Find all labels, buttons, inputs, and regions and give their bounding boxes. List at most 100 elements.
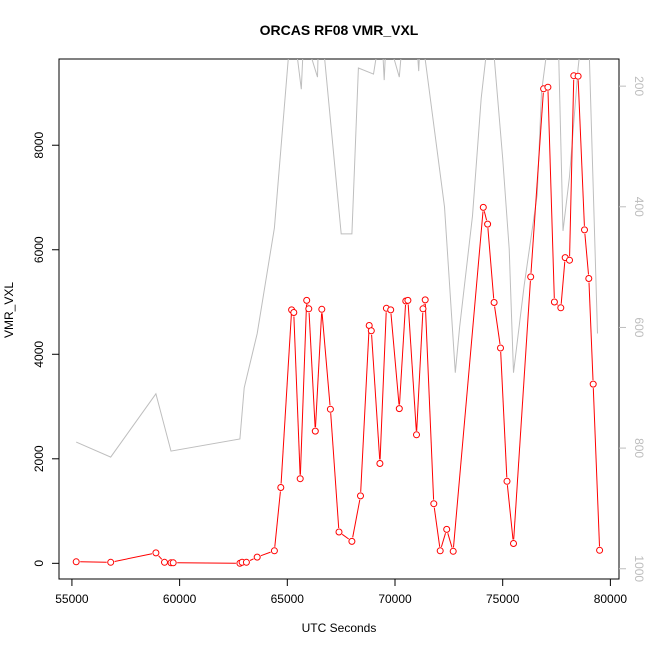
data-point xyxy=(169,559,177,567)
series-segment xyxy=(487,228,495,299)
series-segment xyxy=(500,351,508,478)
series-segment xyxy=(158,555,163,560)
series-segment xyxy=(299,304,307,475)
data-point xyxy=(326,405,334,413)
series-segment xyxy=(483,211,488,221)
series-segment xyxy=(584,233,589,275)
data-point xyxy=(544,83,552,91)
data-point xyxy=(152,549,160,557)
y-tick-label: 0 xyxy=(32,560,46,567)
series-segment xyxy=(114,553,153,562)
series-segment xyxy=(330,413,340,529)
data-point xyxy=(277,484,285,491)
right-tick-label: 200 xyxy=(632,76,646,96)
series-segment xyxy=(440,533,446,548)
series-segment xyxy=(315,313,323,428)
data-point xyxy=(510,540,517,547)
series-segment xyxy=(399,304,406,405)
series-segment xyxy=(588,282,594,381)
x-tick-label: 70000 xyxy=(378,592,412,606)
y-tick-label: 6000 xyxy=(32,236,46,263)
series-segment xyxy=(560,261,566,304)
y-axis: 0 2000 4000 6000 8000 xyxy=(32,132,59,567)
data-point xyxy=(449,547,457,555)
data-point xyxy=(303,296,311,304)
data-point xyxy=(242,558,250,566)
data-point xyxy=(161,558,168,566)
data-point xyxy=(581,226,588,234)
x-tick-label: 60000 xyxy=(163,592,197,606)
data-point xyxy=(527,273,535,281)
series-segment xyxy=(424,303,435,500)
data-point xyxy=(490,299,498,306)
y-tick-label: 4000 xyxy=(32,341,46,368)
right-tick-label: 1000 xyxy=(632,555,646,582)
right-axis: 200 400 600 800 1000 xyxy=(619,76,646,582)
series-segment xyxy=(177,562,236,564)
data-point xyxy=(596,546,604,554)
data-point xyxy=(357,492,364,500)
data-point xyxy=(305,305,313,313)
series-segment xyxy=(447,533,453,548)
data-point xyxy=(376,460,384,467)
data-point xyxy=(395,405,403,413)
series-segment xyxy=(371,334,381,460)
data-point xyxy=(550,298,558,306)
x-tick-label: 65000 xyxy=(271,592,305,606)
series-segment xyxy=(379,312,387,460)
series-segment xyxy=(513,280,531,540)
data-point xyxy=(421,296,429,304)
data-point xyxy=(479,203,487,211)
data-point xyxy=(296,475,304,483)
right-tick-label: 600 xyxy=(632,317,646,337)
y-axis-label: VMR_VXL xyxy=(2,282,16,338)
chart-title: ORCAS RF08 VMR_VXL xyxy=(260,22,419,38)
right-tick-label: 800 xyxy=(632,438,646,458)
series-segment xyxy=(407,304,417,431)
series-segment xyxy=(274,491,281,547)
data-point xyxy=(107,558,115,566)
data-point xyxy=(430,500,438,508)
data-point xyxy=(404,296,412,304)
series-segment xyxy=(494,306,501,345)
plot-area xyxy=(72,59,604,567)
y-tick-label: 2000 xyxy=(32,445,46,472)
plot-frame xyxy=(58,58,620,580)
data-point xyxy=(318,305,326,313)
data-point xyxy=(503,477,511,485)
data-point xyxy=(585,275,593,282)
data-point xyxy=(367,327,375,335)
series-segment xyxy=(280,313,292,484)
series-segment xyxy=(321,313,331,406)
data-point xyxy=(387,306,395,314)
data-point xyxy=(574,72,582,80)
data-point xyxy=(311,427,319,435)
data-point xyxy=(290,309,298,316)
x-tick-label: 75000 xyxy=(486,592,520,606)
x-axis: 55000 60000 65000 70000 75000 80000 xyxy=(55,579,627,606)
series-segment xyxy=(592,388,600,547)
x-tick-label: 80000 xyxy=(594,592,628,606)
series-segment xyxy=(390,313,400,405)
data-point xyxy=(566,256,573,264)
series-line-grey xyxy=(76,59,598,458)
series-segment xyxy=(260,551,271,557)
data-point xyxy=(497,344,504,352)
x-tick-label: 55000 xyxy=(55,592,89,606)
x-axis-label: UTC Seconds xyxy=(302,621,377,635)
series-segment xyxy=(308,312,316,428)
series-segment xyxy=(416,312,424,431)
data-point xyxy=(270,547,278,555)
data-point xyxy=(557,304,565,312)
y-tick-label: 8000 xyxy=(32,132,46,159)
data-point xyxy=(335,528,343,536)
data-point xyxy=(419,305,427,313)
right-tick-label: 400 xyxy=(632,197,646,217)
series-segment xyxy=(577,80,585,226)
data-point xyxy=(253,553,261,561)
data-point xyxy=(436,547,444,555)
series-segment xyxy=(569,79,575,257)
series-segment xyxy=(453,211,484,548)
data-point xyxy=(443,525,451,533)
